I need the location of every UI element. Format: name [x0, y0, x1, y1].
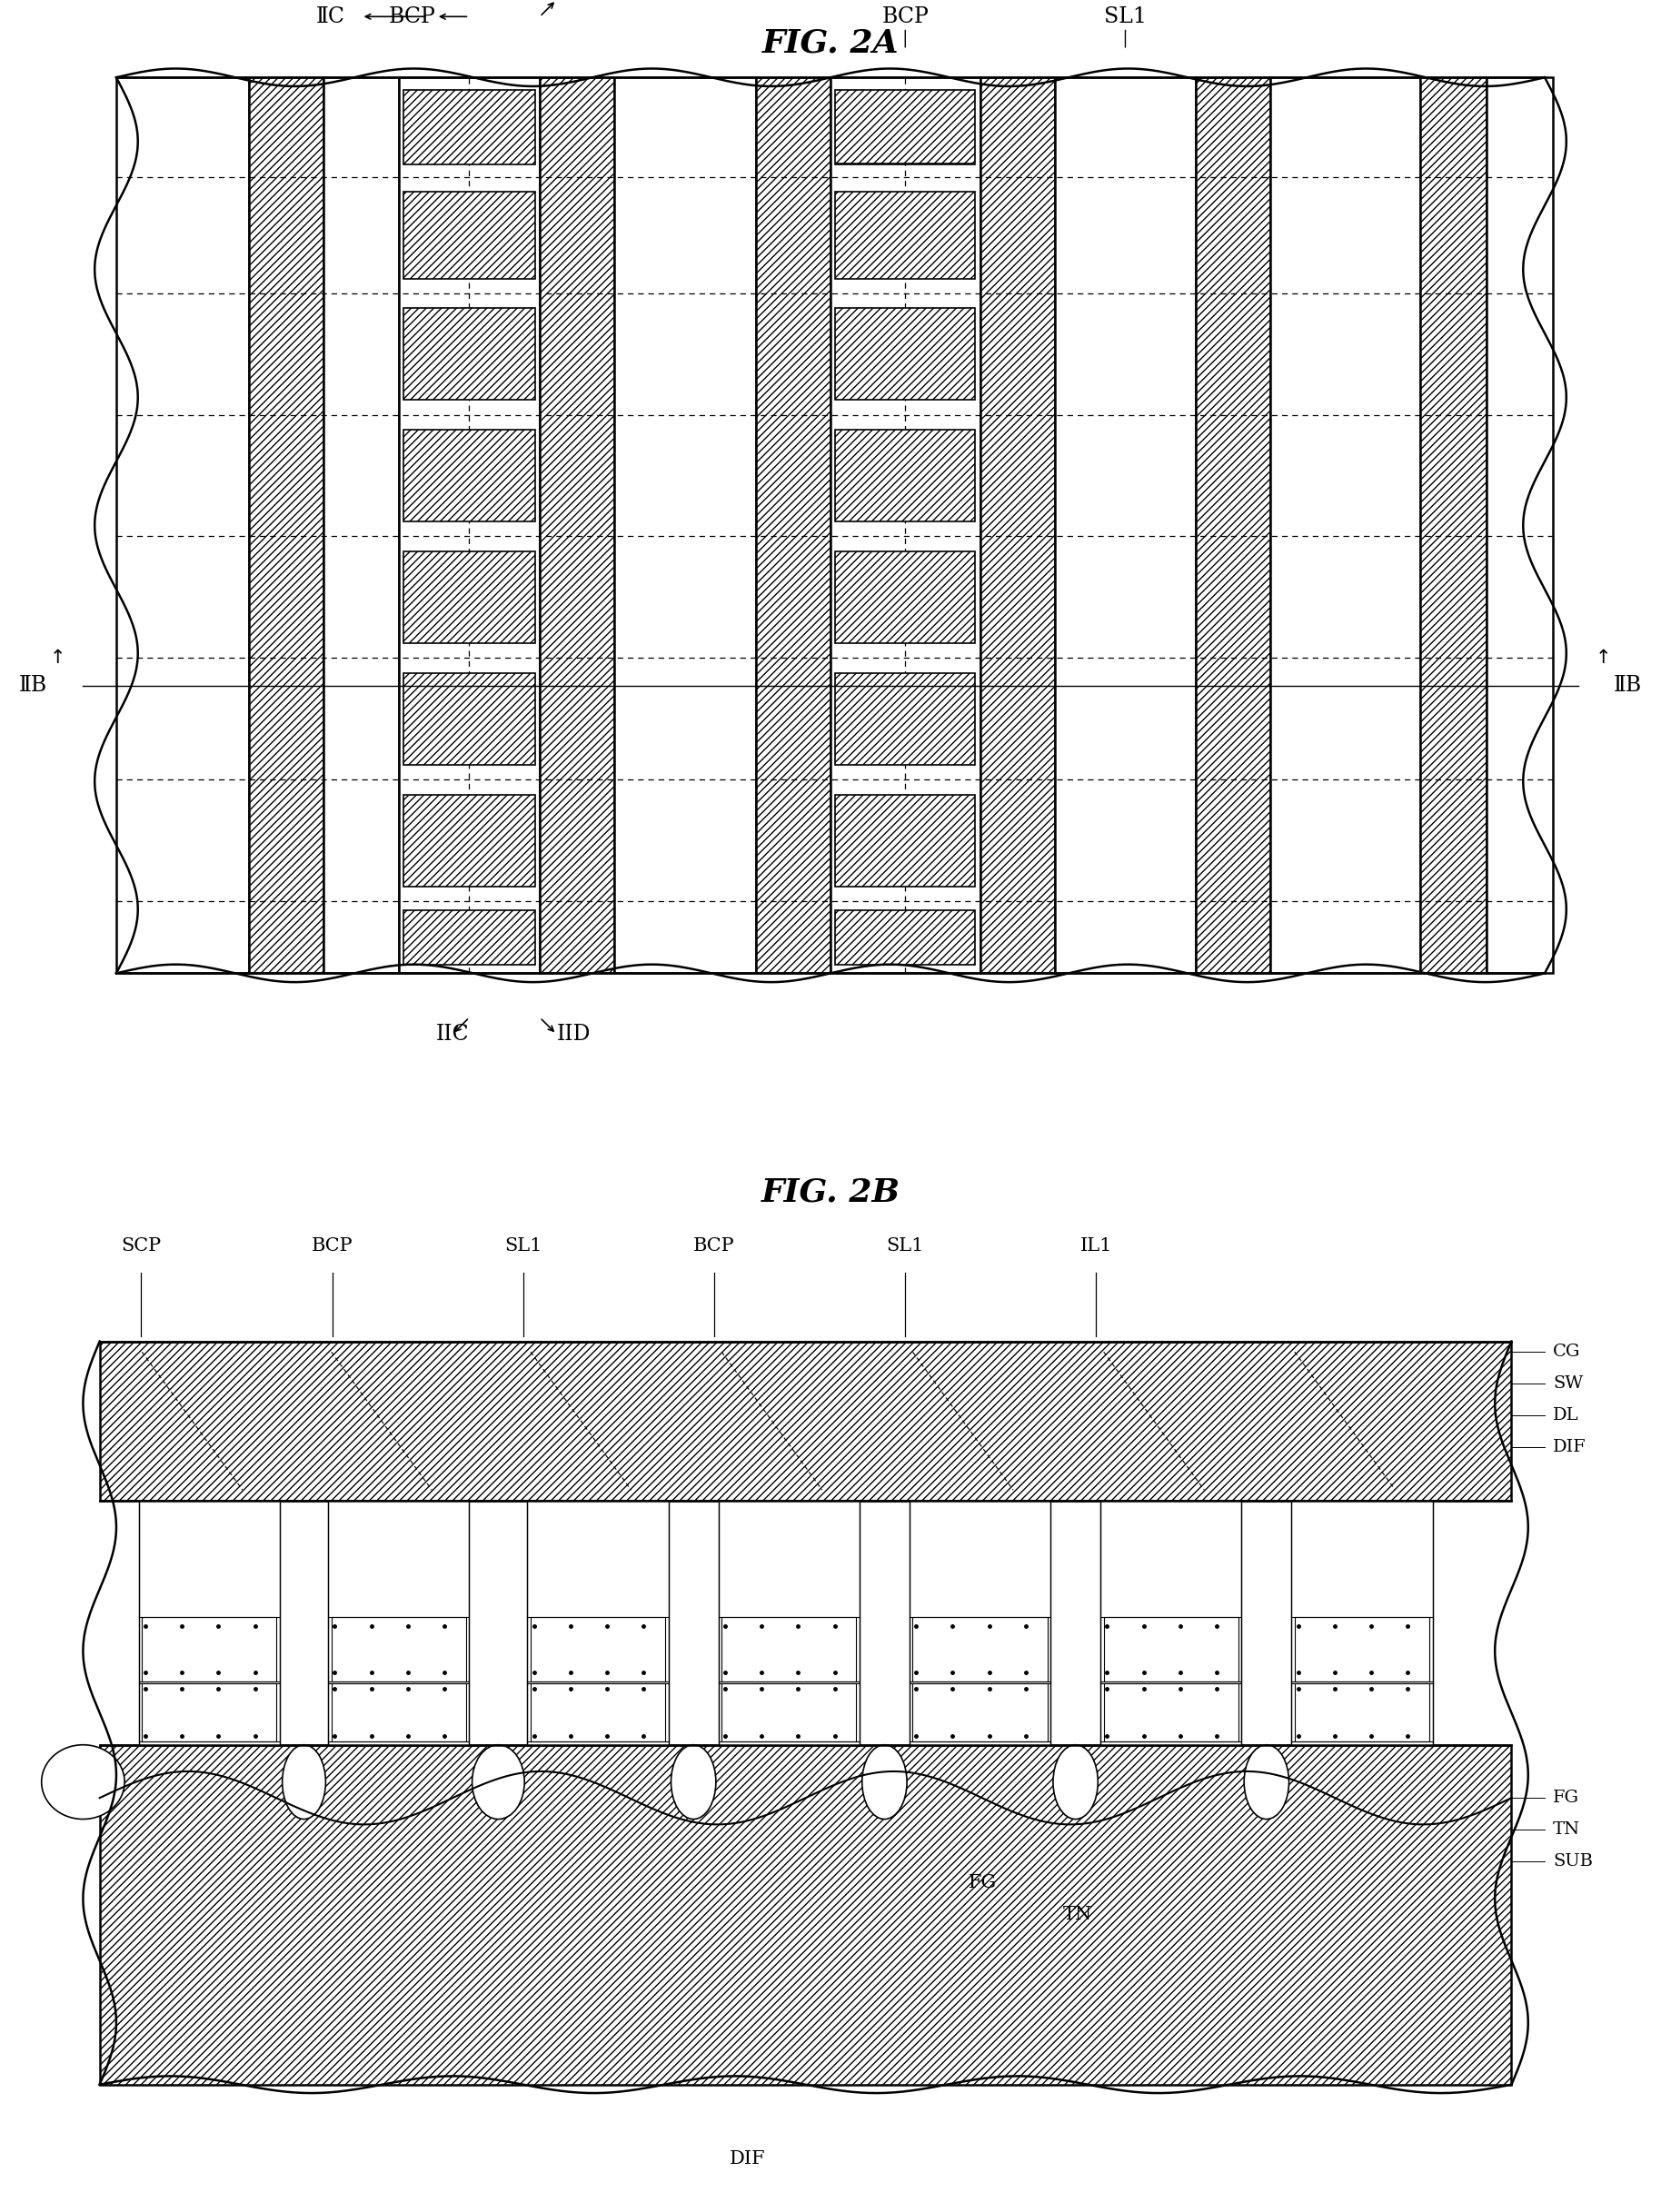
- Text: FIG. 2A: FIG. 2A: [762, 29, 899, 58]
- Text: BCP: BCP: [389, 7, 435, 27]
- Bar: [404, 672, 535, 765]
- Bar: [830, 77, 980, 973]
- Bar: [914, 1683, 1046, 1741]
- Bar: [1296, 1617, 1428, 1681]
- Text: BCP: BCP: [694, 1237, 734, 1254]
- Ellipse shape: [472, 1745, 525, 1818]
- Bar: [835, 911, 975, 964]
- Bar: [1100, 1500, 1241, 1745]
- Bar: [615, 77, 756, 973]
- Bar: [404, 192, 535, 279]
- Text: SL1: SL1: [505, 1237, 541, 1254]
- Bar: [528, 1500, 668, 1745]
- Bar: [980, 77, 1055, 973]
- Bar: [756, 77, 830, 973]
- Ellipse shape: [1244, 1745, 1289, 1818]
- Text: IL1: IL1: [1080, 1237, 1113, 1254]
- Ellipse shape: [862, 1745, 907, 1818]
- Ellipse shape: [472, 1745, 525, 1818]
- Bar: [721, 1683, 855, 1741]
- Bar: [914, 1617, 1046, 1681]
- Bar: [327, 1500, 468, 1745]
- Bar: [404, 911, 535, 964]
- Bar: [910, 1500, 1050, 1745]
- Text: IL1: IL1: [889, 142, 922, 159]
- Bar: [141, 1683, 276, 1741]
- Ellipse shape: [671, 1745, 716, 1818]
- Bar: [835, 429, 975, 522]
- Bar: [331, 1617, 465, 1681]
- Bar: [835, 91, 975, 164]
- Text: DIF: DIF: [1553, 1440, 1586, 1455]
- Ellipse shape: [1053, 1745, 1098, 1818]
- Text: SCP: SCP: [121, 1237, 161, 1254]
- Bar: [249, 77, 324, 973]
- Bar: [532, 1683, 664, 1741]
- Bar: [404, 794, 535, 887]
- Bar: [399, 77, 540, 973]
- Text: DIF: DIF: [729, 2150, 766, 2168]
- Text: SUB: SUB: [1553, 1854, 1593, 1869]
- Bar: [141, 1617, 276, 1681]
- Bar: [721, 1617, 855, 1681]
- Bar: [404, 91, 535, 164]
- Bar: [1271, 77, 1420, 973]
- Text: BCP: BCP: [312, 1237, 352, 1254]
- Text: SL1: SL1: [1105, 7, 1146, 27]
- Bar: [532, 1617, 664, 1681]
- Ellipse shape: [42, 1745, 125, 1818]
- Bar: [404, 551, 535, 644]
- Text: ↑: ↑: [1595, 648, 1611, 668]
- Text: FIG. 2B: FIG. 2B: [761, 1177, 900, 1208]
- Bar: [331, 1683, 465, 1741]
- Text: DL: DL: [1553, 1407, 1580, 1425]
- Text: FG: FG: [1553, 1790, 1580, 1805]
- Bar: [835, 192, 975, 279]
- Text: IID: IID: [556, 1024, 591, 1044]
- Bar: [1103, 1683, 1237, 1741]
- Bar: [835, 672, 975, 765]
- Bar: [1487, 77, 1553, 973]
- Bar: [1420, 77, 1487, 973]
- Bar: [1055, 77, 1196, 973]
- Bar: [718, 1500, 860, 1745]
- Bar: [1196, 77, 1271, 973]
- Bar: [138, 1500, 279, 1745]
- Text: SW: SW: [1553, 1376, 1583, 1391]
- Bar: [116, 77, 249, 973]
- Bar: [404, 307, 535, 400]
- Bar: [835, 794, 975, 887]
- Text: CG: CG: [1553, 1345, 1581, 1360]
- Ellipse shape: [862, 1745, 907, 1818]
- Bar: [1292, 1500, 1432, 1745]
- Bar: [1103, 1617, 1237, 1681]
- Text: BCP: BCP: [882, 7, 928, 27]
- Bar: [404, 429, 535, 522]
- Text: TN: TN: [1063, 1907, 1093, 1924]
- Text: ⅡB: ⅡB: [1613, 675, 1643, 697]
- Bar: [324, 77, 399, 973]
- Ellipse shape: [671, 1745, 716, 1818]
- Text: ⅡC: ⅡC: [316, 7, 344, 27]
- Text: IIC: IIC: [435, 1024, 468, 1044]
- Bar: [835, 551, 975, 644]
- Bar: [100, 1340, 1512, 1500]
- Ellipse shape: [1053, 1745, 1098, 1818]
- Text: SL1: SL1: [887, 1237, 924, 1254]
- Ellipse shape: [1244, 1745, 1289, 1818]
- Text: ↑: ↑: [50, 648, 66, 668]
- Bar: [1296, 1683, 1428, 1741]
- Bar: [540, 77, 615, 973]
- Bar: [835, 307, 975, 400]
- Text: ⅡB: ⅡB: [18, 675, 48, 697]
- Ellipse shape: [282, 1745, 326, 1818]
- Text: FG: FG: [968, 1874, 997, 1891]
- Bar: [100, 1745, 1512, 2084]
- Text: TN: TN: [1553, 1823, 1580, 1838]
- Ellipse shape: [282, 1745, 326, 1818]
